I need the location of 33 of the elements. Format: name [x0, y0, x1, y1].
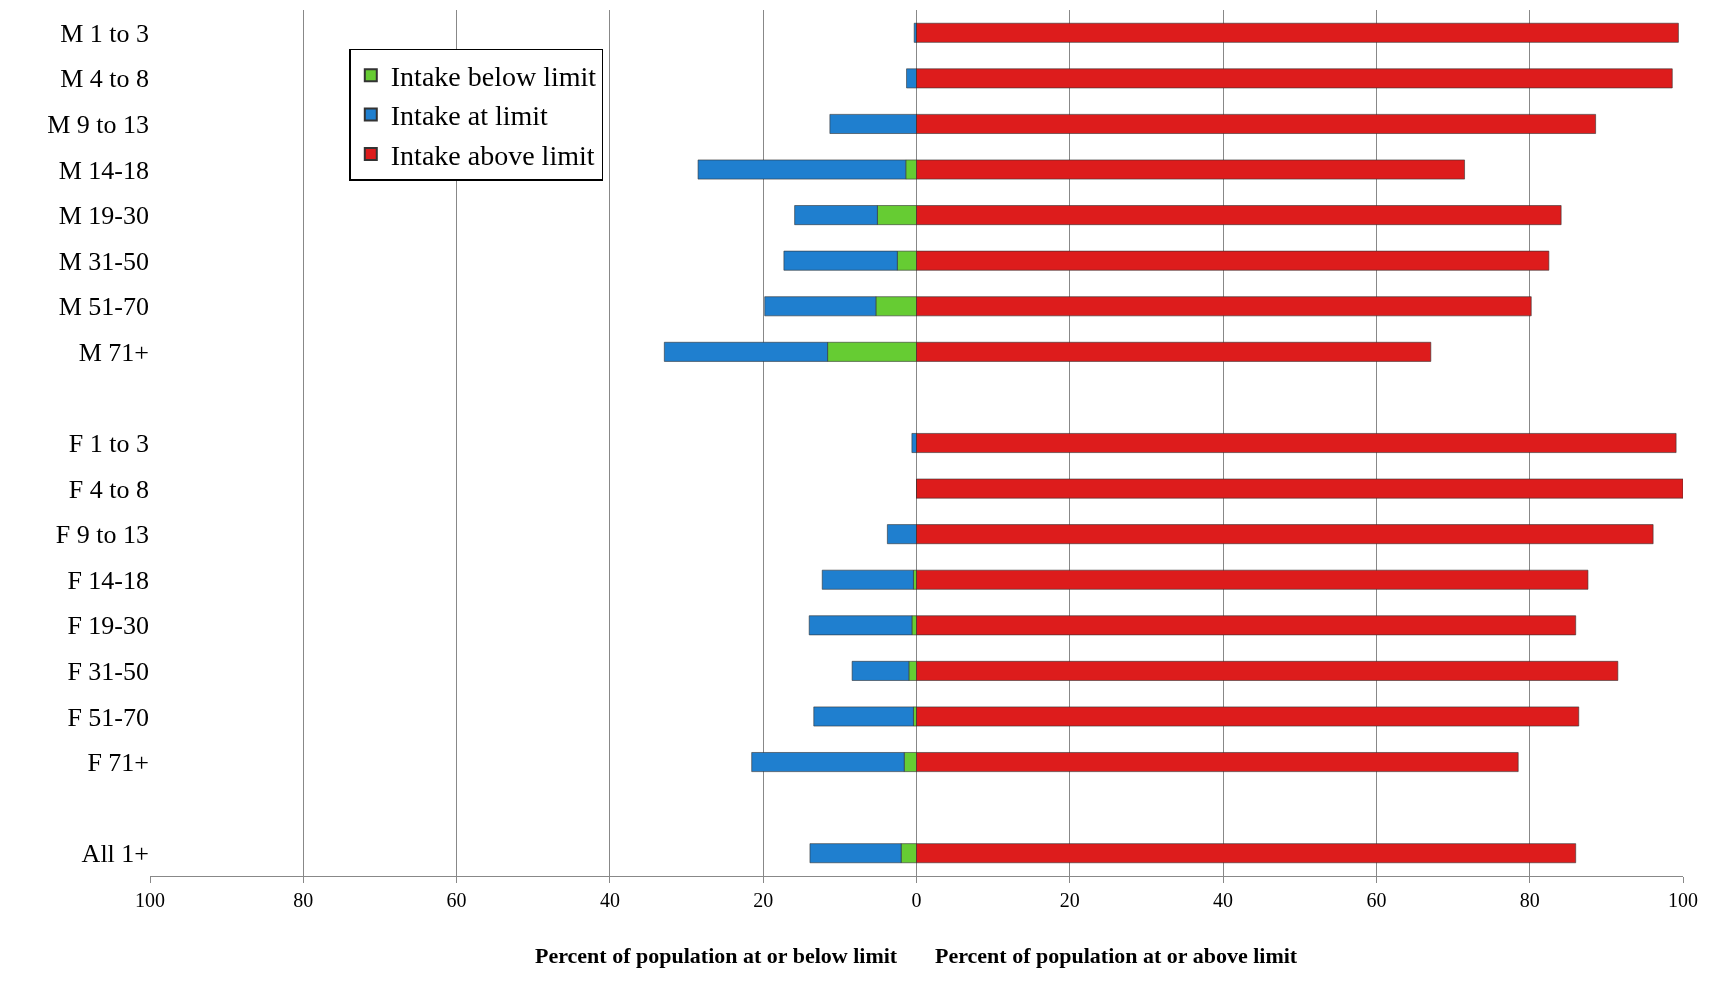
y-tick-label: F 14-18 — [67, 565, 149, 595]
x-tick-label: 0 — [911, 889, 922, 911]
y-tick-label: F 51-70 — [67, 702, 149, 732]
x-tick-label: 20 — [1059, 889, 1080, 911]
x-tick-label: 60 — [446, 889, 467, 911]
x-tick-label: 80 — [1519, 889, 1540, 911]
y-tick-label: All 1+ — [81, 839, 149, 869]
y-tick-label: M 19-30 — [58, 201, 149, 231]
y-tick-label: M 51-70 — [58, 292, 149, 322]
legend-label: Intake at limit — [390, 100, 549, 132]
text: Percent of population at or above limit — [935, 943, 1298, 968]
x-tick-label: 60 — [1366, 889, 1387, 911]
y-tick-label: M 31-50 — [58, 246, 149, 276]
x-tick-label: 100 — [135, 889, 165, 911]
y-tick-label: F 4 to 8 — [68, 474, 149, 504]
y-tick-label: F 19-30 — [67, 611, 149, 641]
y-tick-label: F 31-50 — [67, 656, 149, 686]
x-tick-label: 40 — [1213, 889, 1234, 911]
y-tick-label: M 9 to 13 — [47, 110, 149, 140]
y-tick-label: M 1 to 3 — [60, 18, 149, 48]
y-tick-label: M 14-18 — [58, 155, 149, 185]
x-axis-title: Percent of population at or below limit — [535, 943, 898, 968]
x-tick-label: 100 — [1668, 889, 1698, 911]
legend-label: Intake below limit — [390, 61, 597, 93]
x-tick-label: 40 — [599, 889, 620, 911]
legend-label: Intake above limit — [390, 139, 595, 171]
x-tick-label: 80 — [293, 889, 314, 911]
y-tick-label: F 9 to 13 — [55, 520, 149, 550]
x-tick-label: 20 — [753, 889, 774, 911]
y-tick-label: F 1 to 3 — [68, 429, 149, 459]
y-tick-label: M 71+ — [78, 337, 149, 367]
y-tick-label: F 71+ — [87, 748, 149, 778]
y-tick-label: M 4 to 8 — [60, 64, 149, 94]
